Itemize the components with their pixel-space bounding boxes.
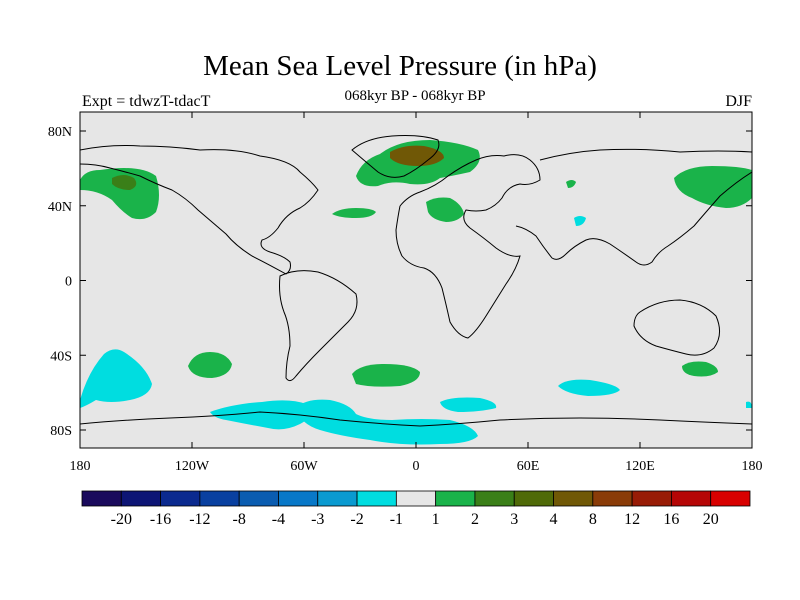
colorbar-swatch bbox=[474, 490, 515, 507]
weddell-negative-tip bbox=[746, 401, 752, 408]
colorbar-label: 4 bbox=[550, 511, 558, 528]
colorbar-swatch bbox=[81, 490, 122, 507]
x-tick-label: 60E bbox=[517, 459, 540, 474]
colorbar-label: -3 bbox=[311, 511, 324, 528]
greenland-coast bbox=[351, 135, 440, 178]
south-america-coast bbox=[279, 270, 358, 382]
colorbar-label: -8 bbox=[233, 511, 246, 528]
anomaly-layer bbox=[80, 140, 752, 445]
antarctic-negative bbox=[210, 400, 310, 430]
page-title: Mean Sea Level Pressure (in hPa) bbox=[203, 50, 597, 82]
subtitle: 068kyr BP - 068kyr BP bbox=[344, 88, 486, 104]
experiment-label: Expt = tdwzT-tdacT bbox=[82, 93, 211, 110]
south-of-australia-positive bbox=[682, 361, 718, 377]
colorbar-label: 1 bbox=[432, 511, 440, 528]
x-axis: 180 120W 60W 0 60E 120E 180 bbox=[70, 112, 763, 474]
y-tick-label: 40N bbox=[48, 200, 72, 215]
y-tick-label: 0 bbox=[65, 275, 72, 290]
colorbar-swatch bbox=[553, 490, 594, 507]
coastlines bbox=[80, 135, 752, 427]
colorbar-label: -16 bbox=[150, 511, 171, 528]
northwest-pacific-positive bbox=[674, 166, 752, 208]
colorbar-swatch bbox=[160, 490, 201, 507]
season-label: DJF bbox=[725, 93, 752, 110]
weddell-negative bbox=[296, 399, 478, 445]
asia-small-positive bbox=[566, 180, 576, 188]
x-tick-label: 180 bbox=[70, 459, 91, 474]
arabian-sea-negative bbox=[574, 216, 586, 226]
colorbar-label: -1 bbox=[390, 511, 403, 528]
colorbar-swatch bbox=[671, 490, 712, 507]
north-pacific-positive bbox=[80, 168, 159, 220]
colorbar-swatch bbox=[317, 490, 358, 507]
colorbar-swatch bbox=[356, 490, 397, 507]
colorbar-swatch bbox=[278, 490, 319, 507]
colorbar-swatch bbox=[120, 490, 161, 507]
south-atlantic-positive bbox=[352, 364, 420, 387]
x-tick-label: 180 bbox=[742, 459, 763, 474]
colorbar-label: -2 bbox=[350, 511, 363, 528]
colorbar: -20 -16 -12 -8 -4 -3 -2 -1 1 2 3 4 8 12 16 20 bbox=[81, 490, 751, 528]
y-tick-label: 80S bbox=[50, 424, 72, 439]
x-tick-label: 0 bbox=[413, 459, 420, 474]
colorbar-swatch bbox=[631, 490, 672, 507]
mediterranean-positive bbox=[426, 197, 464, 222]
y-axis: 80N 40N 0 40S 80S bbox=[48, 125, 752, 439]
europe-africa-coast bbox=[395, 154, 541, 339]
colorbar-label: -20 bbox=[111, 511, 132, 528]
y-tick-label: 40S bbox=[50, 349, 72, 364]
colorbar-swatch bbox=[710, 490, 751, 507]
antarctica-coast bbox=[80, 411, 752, 427]
colorbar-swatch bbox=[435, 490, 476, 507]
colorbar-label: 12 bbox=[624, 511, 640, 528]
colorbar-label: 8 bbox=[589, 511, 597, 528]
x-tick-label: 120E bbox=[625, 459, 655, 474]
southeast-pacific-negative bbox=[80, 349, 152, 408]
north-america-coast bbox=[80, 145, 319, 275]
x-tick-label: 120W bbox=[175, 459, 210, 474]
colorbar-label: -4 bbox=[272, 511, 285, 528]
north-pacific-positive-core bbox=[112, 175, 137, 190]
south-pacific-positive bbox=[188, 352, 232, 378]
southern-indian-ocean-negative bbox=[558, 379, 620, 396]
colorbar-label: 2 bbox=[471, 511, 479, 528]
colorbar-label: 16 bbox=[663, 511, 679, 528]
colorbar-swatch bbox=[513, 490, 554, 507]
x-tick-label: 60W bbox=[290, 459, 318, 474]
australia-coast bbox=[633, 299, 720, 356]
colorbar-swatch bbox=[199, 490, 240, 507]
colorbar-swatch bbox=[592, 490, 633, 507]
asia-coast bbox=[515, 148, 752, 266]
colorbar-label: 20 bbox=[703, 511, 719, 528]
y-tick-label: 80N bbox=[48, 125, 72, 140]
southern-atlantic-negative bbox=[440, 397, 497, 412]
greenland-positive-core bbox=[390, 145, 444, 166]
colorbar-label: 3 bbox=[510, 511, 518, 528]
colorbar-swatch bbox=[238, 490, 279, 507]
colorbar-label: -12 bbox=[189, 511, 210, 528]
colorbar-swatch bbox=[395, 490, 437, 507]
north-atlantic-positive-strip bbox=[332, 208, 376, 218]
